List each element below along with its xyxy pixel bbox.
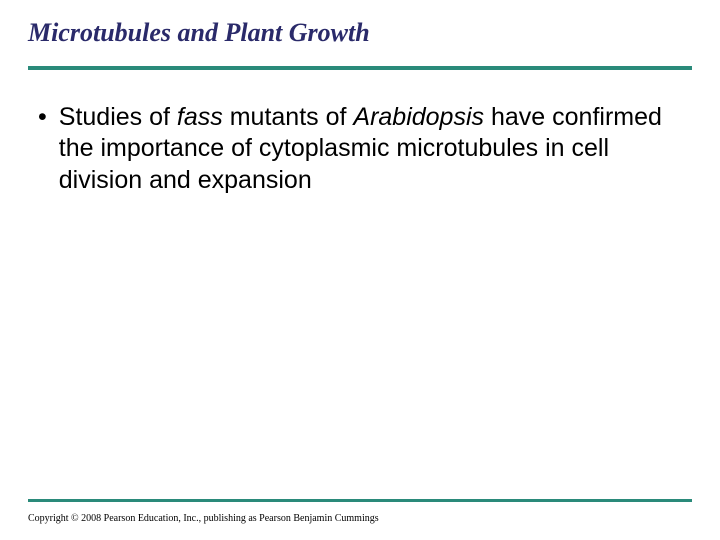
italic-fass: fass [177,103,223,131]
content-area: • Studies of fass mutants of Arabidopsis… [28,102,692,196]
text-prefix: Studies of [59,103,177,131]
bullet-item: • Studies of fass mutants of Arabidopsis… [38,102,692,196]
text-mid1: mutants of [223,103,354,131]
title-underline [28,66,692,70]
slide-title: Microtubules and Plant Growth [28,18,692,48]
italic-arabidopsis: Arabidopsis [353,103,484,131]
bullet-text: Studies of fass mutants of Arabidopsis h… [59,102,692,196]
slide-container: Microtubules and Plant Growth • Studies … [0,0,720,540]
footer-line [28,499,692,502]
bullet-marker: • [38,102,47,133]
copyright-text: Copyright © 2008 Pearson Education, Inc.… [28,513,379,524]
